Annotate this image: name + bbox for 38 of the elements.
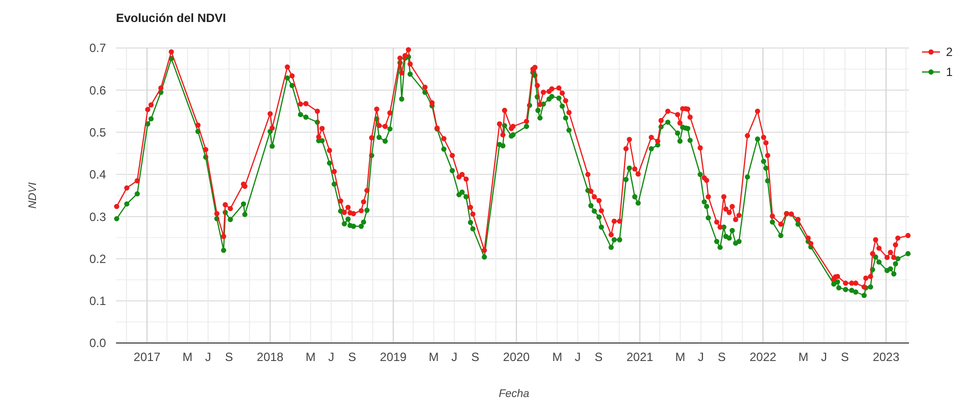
x-tick-label: S	[840, 350, 849, 364]
x-tick-label: M	[306, 350, 316, 364]
x-tick-label: 2017	[134, 350, 161, 364]
x-tick-label: M	[798, 350, 808, 364]
x-tick-label: J	[451, 350, 458, 364]
y-tick-label: 0.7	[89, 41, 106, 56]
x-tick-label: J	[574, 350, 581, 364]
chart-title: Evolución del NDVI	[116, 11, 226, 25]
y-tick-label: 0.1	[89, 294, 106, 308]
y-tick-label: 0.6	[89, 83, 106, 98]
x-tick-label: 2018	[256, 350, 284, 364]
x-tick-label: 2019	[380, 350, 407, 364]
x-tick-label: S	[718, 350, 726, 364]
legend-label: 2	[946, 45, 953, 60]
x-tick-label: S	[594, 350, 603, 364]
x-tick-label: 2021	[626, 350, 654, 364]
x-axis-title: Fecha	[498, 388, 530, 400]
x-tick-label: J	[698, 350, 704, 364]
x-tick-label: M	[552, 350, 562, 364]
legend-label: 1	[946, 65, 953, 80]
x-tick-label: M	[675, 350, 686, 364]
x-tick-label: S	[224, 350, 234, 364]
y-tick-label: 0.3	[89, 210, 106, 224]
x-tick-label: J	[205, 350, 212, 364]
y-tick-label: 0.5	[89, 125, 106, 140]
x-tick-label: S	[471, 350, 480, 364]
x-tick-label: M	[182, 350, 193, 364]
y-axis-title: NDVI	[27, 182, 39, 209]
x-tick-label: 2020	[503, 350, 530, 364]
y-tick-label: 0.0	[89, 336, 106, 350]
y-tick-label: 0.2	[89, 252, 106, 266]
x-tick-label: J	[328, 350, 334, 364]
x-tick-label: S	[348, 350, 356, 364]
x-tick-label: 2022	[750, 350, 777, 364]
x-tick-label: M	[428, 350, 439, 364]
y-tick-label: 0.4	[89, 168, 106, 182]
x-tick-label: 2023	[872, 350, 900, 364]
x-tick-label: J	[821, 350, 827, 364]
